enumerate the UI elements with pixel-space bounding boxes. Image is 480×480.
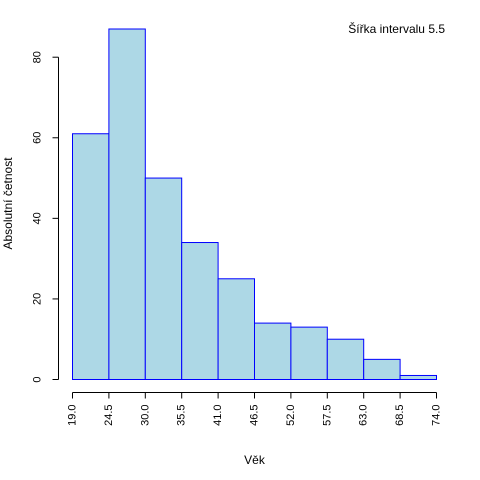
chart-annotation: Šířka intervalu 5.5	[348, 21, 445, 36]
histogram-bar	[363, 358, 401, 381]
y-tick-label: 0	[32, 376, 44, 382]
x-tick-label: 30.0	[139, 405, 151, 426]
histogram-bar	[326, 338, 365, 381]
histogram-bar	[108, 28, 146, 380]
x-tick-label: 46.5	[249, 405, 261, 426]
y-axis-title: Absolutní četnost	[1, 157, 15, 250]
histogram-bar	[254, 322, 292, 380]
y-tick-label: 60	[32, 132, 44, 144]
histogram-bar	[217, 278, 256, 381]
x-axis: 19.0 24.5 30.0 35.5 41.0 46.5 52.0 57.5 63.0 68.5…	[67, 392, 443, 426]
x-tick-label: 35.5	[176, 405, 188, 426]
x-tick-label: 57.5	[321, 405, 333, 426]
histogram-bar	[399, 374, 438, 380]
x-tick-label: 41.0	[212, 405, 224, 426]
histogram-bar	[144, 177, 183, 380]
x-tick-label: 63.0	[358, 405, 370, 426]
x-tick-label: 24.5	[103, 405, 115, 426]
x-tick-label: 19.0	[67, 405, 79, 426]
y-axis: 0 20 40 60 80	[32, 51, 59, 383]
histogram-bar	[72, 133, 110, 380]
y-tick-label: 20	[32, 293, 44, 305]
x-tick-label: 68.5	[394, 405, 406, 426]
x-tick-label: 74.0	[431, 405, 443, 426]
x-tick-label: 52.0	[285, 405, 297, 426]
histogram-bar	[290, 326, 328, 380]
bars-group	[72, 28, 438, 381]
y-tick-label: 80	[32, 51, 44, 63]
x-axis-title: Věk	[244, 453, 266, 467]
histogram-bar	[181, 242, 219, 380]
y-tick-label: 40	[32, 212, 44, 224]
